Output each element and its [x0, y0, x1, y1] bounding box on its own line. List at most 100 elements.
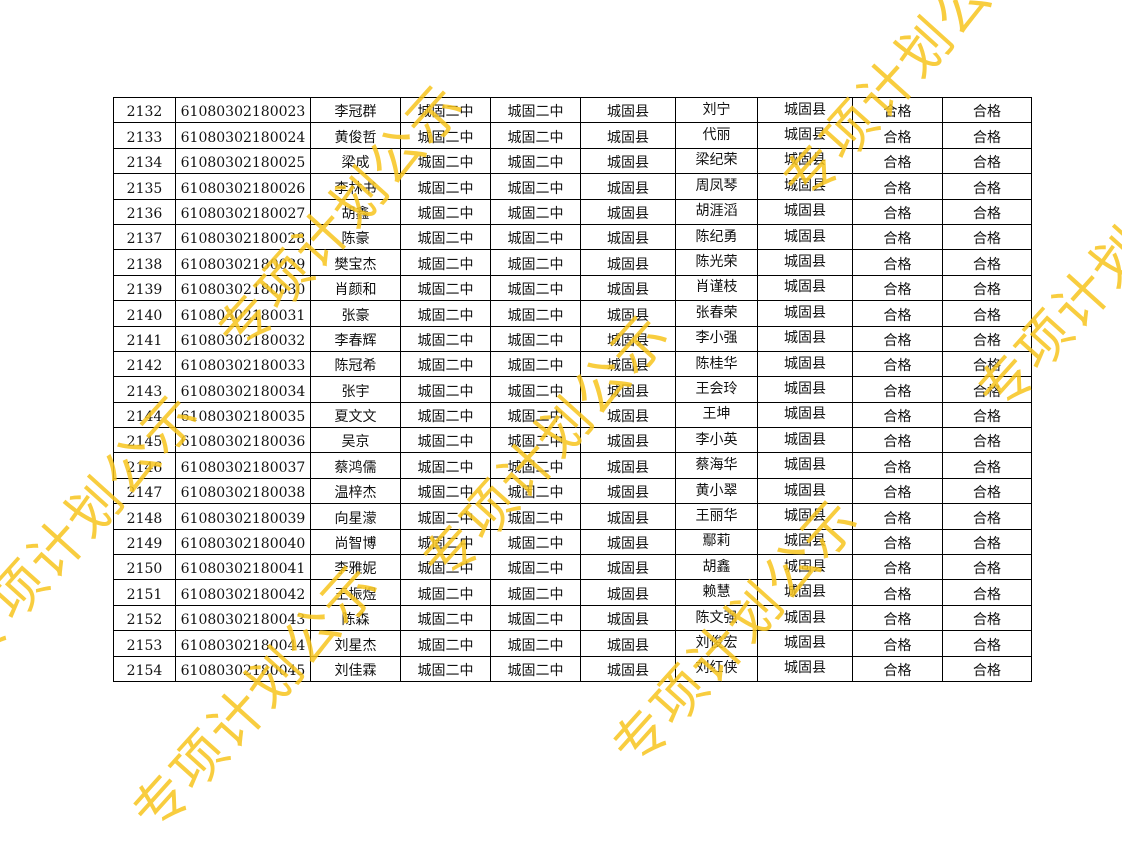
school: 城固二中	[400, 376, 491, 403]
guardian-name: 赖慧	[675, 579, 758, 606]
student-name: 蔡鸿儒	[310, 452, 401, 479]
final-result: 合格	[942, 274, 1032, 302]
guardian-name: 陈文强	[675, 604, 758, 632]
graduating-school: 城固二中	[490, 96, 581, 124]
student-name: 张宇	[310, 376, 401, 403]
student-name: 梁成	[310, 147, 401, 175]
row-number: 2152	[113, 604, 176, 632]
student-name: 刘星杰	[310, 630, 401, 657]
final-result: 合格	[942, 630, 1032, 657]
final-result: 合格	[942, 122, 1032, 149]
table-row: 2132 61080302180023 李冠群 城固二中 城固二中 城固县 刘宁 城固县 合格合…	[113, 96, 1032, 124]
student-table: 2132 61080302180023 李冠群 城固二中 城固二中 城固县 刘宁 城固县 合格合…	[113, 96, 1032, 682]
guardian-county: 城固县	[757, 604, 853, 632]
row-number: 2153	[113, 630, 176, 657]
graduating-school: 城固二中	[490, 198, 581, 225]
school: 城固二中	[400, 325, 491, 352]
row-number: 2149	[113, 528, 176, 556]
guardian-name: 胡鑫	[675, 554, 758, 581]
county: 城固县	[580, 147, 676, 175]
graduating-school: 城固二中	[490, 147, 581, 175]
school: 城固二中	[400, 249, 491, 276]
guardian-name: 张春荣	[675, 300, 758, 327]
table-row: 2135 61080302180026 李林书 城固二中 城固二中 城固县 周凤琴 城固县 合格…	[113, 173, 1032, 200]
guardian-name: 王坤	[675, 401, 758, 429]
table-row: 2136 61080302180027 胡鑫 城固二中 城固二中 城固县 胡涯滔 城固县 合格合…	[113, 198, 1032, 225]
row-number: 2143	[113, 376, 176, 403]
county: 城固县	[580, 604, 676, 632]
school: 城固二中	[400, 173, 491, 200]
student-id: 61080302180028	[175, 223, 311, 251]
county: 城固县	[580, 122, 676, 149]
final-result: 合格	[942, 655, 1032, 682]
student-id: 61080302180031	[175, 300, 311, 327]
county: 城固县	[580, 350, 676, 378]
student-name: 刘佳霖	[310, 655, 401, 682]
guardian-name: 代丽	[675, 122, 758, 149]
guardian-name: 陈光荣	[675, 249, 758, 276]
table-row: 2134 61080302180025 梁成 城固二中 城固二中 城固县 梁纪荣 城固县 合格合…	[113, 147, 1032, 175]
graduating-school: 城固二中	[490, 401, 581, 429]
review-result: 合格	[852, 300, 943, 327]
row-number: 2146	[113, 452, 176, 479]
row-number: 2145	[113, 427, 176, 454]
guardian-name: 周凤琴	[675, 173, 758, 200]
graduating-school: 城固二中	[490, 477, 581, 505]
guardian-name: 陈纪勇	[675, 223, 758, 251]
county: 城固县	[580, 452, 676, 479]
student-name: 向星濛	[310, 503, 401, 530]
review-result: 合格	[852, 655, 943, 682]
county: 城固县	[580, 274, 676, 302]
review-result: 合格	[852, 147, 943, 175]
student-id: 61080302180030	[175, 274, 311, 302]
school: 城固二中	[400, 223, 491, 251]
guardian-county: 城固县	[757, 427, 853, 454]
guardian-county: 城固县	[757, 452, 853, 479]
table-row: 2148 61080302180039 向星濛 城固二中 城固二中 城固县 王丽华 城固县 合格…	[113, 503, 1032, 530]
graduating-school: 城固二中	[490, 604, 581, 632]
table-row: 2137 61080302180028 陈豪 城固二中 城固二中 城固县 陈纪勇 城固县 合格合…	[113, 223, 1032, 251]
student-id: 61080302180036	[175, 427, 311, 454]
student-name: 李雅妮	[310, 554, 401, 581]
school: 城固二中	[400, 401, 491, 429]
guardian-county: 城固县	[757, 579, 853, 606]
review-result: 合格	[852, 325, 943, 352]
guardian-county: 城固县	[757, 96, 853, 124]
student-name: 李春辉	[310, 325, 401, 352]
final-result: 合格	[942, 173, 1032, 200]
final-result: 合格	[942, 503, 1032, 530]
guardian-county: 城固县	[757, 630, 853, 657]
school: 城固二中	[400, 452, 491, 479]
review-result: 合格	[852, 554, 943, 581]
final-result: 合格	[942, 452, 1032, 479]
student-id: 61080302180027	[175, 198, 311, 225]
graduating-school: 城固二中	[490, 528, 581, 556]
county: 城固县	[580, 477, 676, 505]
guardian-name: 黄小翠	[675, 477, 758, 505]
review-result: 合格	[852, 96, 943, 124]
table-row: 2139 61080302180030 肖颜和 城固二中 城固二中 城固县 肖谨枝 城固县 合格…	[113, 274, 1032, 302]
graduating-school: 城固二中	[490, 350, 581, 378]
student-id: 61080302180037	[175, 452, 311, 479]
student-id: 61080302180042	[175, 579, 311, 606]
review-result: 合格	[852, 503, 943, 530]
row-number: 2133	[113, 122, 176, 149]
county: 城固县	[580, 223, 676, 251]
student-name: 李林书	[310, 173, 401, 200]
county: 城固县	[580, 427, 676, 454]
student-name: 张豪	[310, 300, 401, 327]
final-result: 合格	[942, 147, 1032, 175]
school: 城固二中	[400, 427, 491, 454]
school: 城固二中	[400, 503, 491, 530]
review-result: 合格	[852, 350, 943, 378]
school: 城固二中	[400, 579, 491, 606]
county: 城固县	[580, 503, 676, 530]
school: 城固二中	[400, 147, 491, 175]
table-row: 2153 61080302180044 刘星杰 城固二中 城固二中 城固县 刘俊宏 城固县 合格…	[113, 630, 1032, 657]
row-number: 2135	[113, 173, 176, 200]
final-result: 合格	[942, 528, 1032, 556]
final-result: 合格	[942, 579, 1032, 606]
student-id: 61080302180035	[175, 401, 311, 429]
row-number: 2142	[113, 350, 176, 378]
student-id: 61080302180032	[175, 325, 311, 352]
